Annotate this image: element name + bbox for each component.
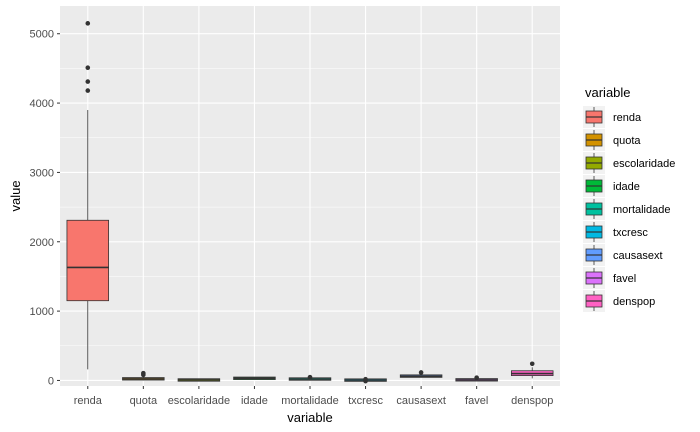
outlier-point	[85, 21, 91, 26]
y-tick-label: 5000	[30, 29, 54, 41]
legend-item-idade: idade	[583, 175, 640, 197]
x-tick-label: txcresc	[348, 395, 383, 407]
legend-item-favel: favel	[583, 267, 636, 289]
legend-item-mortalidade: mortalidade	[583, 198, 670, 220]
legend-label: quota	[613, 135, 641, 147]
y-axis-title: value	[8, 180, 23, 211]
box-escolaridade	[177, 378, 221, 382]
legend-label: txcresc	[613, 227, 648, 239]
box-idade	[233, 376, 276, 380]
legend-item-causasext: causasext	[583, 244, 663, 266]
x-tick-label: idade	[241, 395, 268, 407]
legend-label: escolaridade	[613, 158, 675, 170]
outlier-point	[474, 375, 479, 380]
outlier-point	[85, 79, 91, 84]
legend-item-txcresc: txcresc	[583, 221, 648, 243]
x-axis-title: variable	[287, 410, 333, 425]
legend-item-renda: renda	[583, 106, 642, 128]
box-denspop	[510, 361, 554, 379]
box-txcresc	[344, 376, 387, 384]
outlier-point	[363, 376, 368, 382]
legend-title: variable	[585, 85, 631, 100]
box-renda	[66, 21, 110, 370]
legend-label: mortalidade	[613, 204, 670, 216]
outlier-point	[85, 65, 91, 71]
box-favel	[455, 375, 498, 382]
x-tick-label: renda	[74, 395, 103, 407]
x-tick-label: causasext	[396, 395, 446, 407]
y-tick-label: 0	[48, 375, 54, 387]
outlier-point	[141, 370, 146, 376]
legend: variable renda quota escolaridade idade mort…	[583, 85, 675, 312]
x-tick-label: favel	[465, 395, 488, 407]
legend-label: denspop	[613, 296, 655, 308]
legend-label: causasext	[613, 250, 663, 262]
y-tick-label: 2000	[30, 237, 54, 249]
outlier-point	[85, 88, 91, 93]
x-tick-label: escolaridade	[168, 395, 230, 407]
outlier-point	[418, 370, 424, 375]
x-tick-label: denspop	[511, 395, 553, 407]
box-series	[66, 21, 554, 384]
y-tick-label: 4000	[30, 98, 54, 110]
outlier-point	[529, 361, 535, 367]
legend-label: favel	[613, 273, 636, 285]
box-body	[66, 219, 110, 302]
outlier-point	[307, 374, 313, 380]
legend-item-quota: quota	[583, 129, 641, 151]
x-axis: renda quota escolaridade idade mortalidade tx…	[74, 386, 553, 407]
x-tick-label: quota	[130, 395, 158, 407]
y-tick-label: 1000	[30, 306, 54, 318]
legend-item-escolaridade: escolaridade	[583, 152, 675, 174]
y-tick-label: 3000	[30, 167, 54, 179]
legend-label: renda	[613, 112, 642, 124]
box-mortalidade	[288, 374, 332, 381]
box-causasext	[399, 370, 443, 378]
box-quota	[122, 370, 165, 381]
legend-item-denspop: denspop	[583, 290, 655, 312]
x-tick-label: mortalidade	[281, 395, 338, 407]
y-axis: 0 1000 2000 3000 4000 5000	[30, 29, 60, 387]
major-gridlines	[60, 6, 560, 386]
legend-label: idade	[613, 181, 640, 193]
